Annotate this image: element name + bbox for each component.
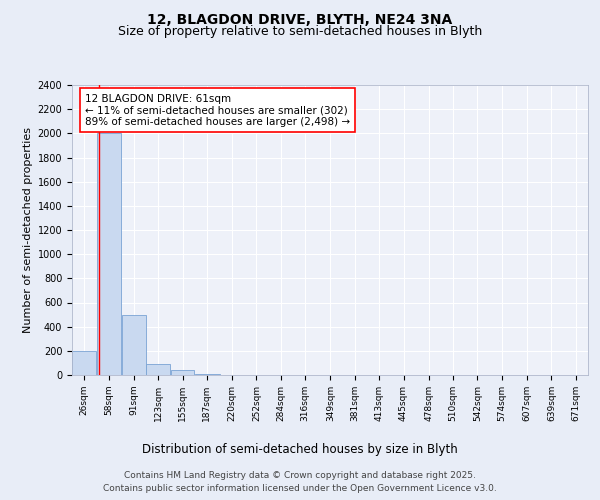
Text: Distribution of semi-detached houses by size in Blyth: Distribution of semi-detached houses by … (142, 442, 458, 456)
Bar (195, 374, 220, 375)
Bar (97, 134, 121, 375)
Text: 12 BLAGDON DRIVE: 61sqm
← 11% of semi-detached houses are smaller (302)
89% of s: 12 BLAGDON DRIVE: 61sqm ← 11% of semi-de… (85, 94, 350, 127)
Text: Contains HM Land Registry data © Crown copyright and database right 2025.: Contains HM Land Registry data © Crown c… (124, 471, 476, 480)
Text: Contains public sector information licensed under the Open Government Licence v3: Contains public sector information licen… (103, 484, 497, 493)
Y-axis label: Number of semi-detached properties: Number of semi-detached properties (23, 127, 34, 333)
Text: Size of property relative to semi-detached houses in Blyth: Size of property relative to semi-detach… (118, 25, 482, 38)
Bar (73, 351, 96, 375)
Text: 12, BLAGDON DRIVE, BLYTH, NE24 3NA: 12, BLAGDON DRIVE, BLYTH, NE24 3NA (148, 12, 452, 26)
Bar (170, 370, 194, 375)
Bar (146, 364, 170, 375)
Bar (122, 314, 146, 375)
